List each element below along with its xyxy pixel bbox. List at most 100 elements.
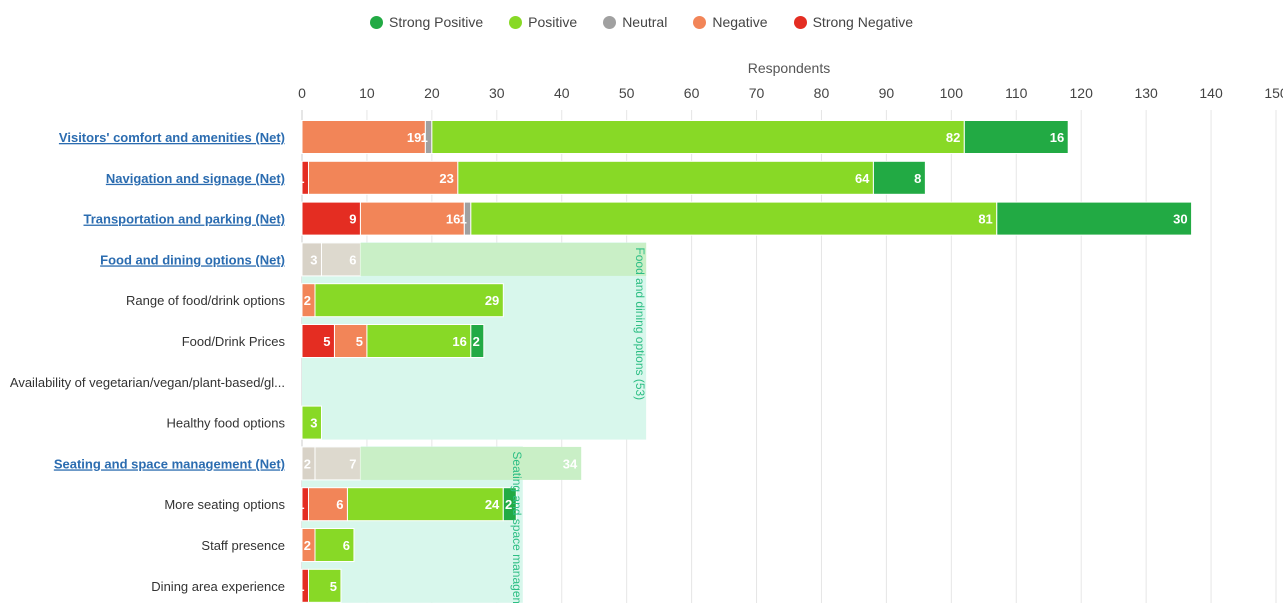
x-axis-title: Respondents [747, 60, 831, 76]
bar-segment-p [301, 405, 322, 440]
net-category-link[interactable]: Visitors' comfort and amenities (Net) [59, 130, 285, 145]
bar-value-label: 8 [914, 171, 921, 186]
bar-segment-remainder [360, 242, 647, 276]
bar-value-label: 1 [297, 497, 304, 512]
bar-value-label: 16 [446, 212, 460, 227]
bar-segment-p [457, 160, 874, 195]
bar-value-label: 2 [505, 497, 512, 512]
category-label: More seating options [164, 497, 285, 512]
bar-value-label: 16 [1050, 130, 1064, 145]
x-tick-label: 150 [1264, 85, 1283, 101]
bar-value-label: 5 [330, 579, 337, 594]
x-tick-label: 70 [749, 85, 765, 101]
bar-segment-p [314, 283, 504, 318]
x-tick-label: 120 [1070, 85, 1094, 101]
group-vertical-label: Food and dining options (53) [633, 247, 647, 400]
category-label: Availability of vegetarian/vegan/plant-b… [10, 375, 285, 390]
net-category-link[interactable]: Food and dining options (Net) [100, 252, 285, 267]
x-tick-label: 40 [554, 85, 570, 101]
x-tick-label: 140 [1199, 85, 1223, 101]
bar-value-label: 30 [1173, 212, 1187, 227]
x-tick-label: 50 [619, 85, 635, 101]
bar-segment-sp [996, 201, 1193, 236]
legend-item-n[interactable]: Neutral [603, 14, 667, 30]
x-tick-label: 30 [489, 85, 505, 101]
bar-value-label: 34 [563, 456, 578, 471]
category-label: Dining area experience [151, 579, 285, 594]
bar-value-label: 2 [473, 334, 480, 349]
bar-value-label: 3 [310, 252, 317, 267]
bar-value-label: 24 [485, 497, 500, 512]
bar-value-label: 6 [336, 497, 343, 512]
bar-segment-n [320, 242, 361, 277]
legend-item-sp[interactable]: Strong Positive [369, 14, 484, 30]
bar-segment-p [307, 568, 342, 603]
bar-segment-sp [470, 324, 485, 358]
bar-segment-sp [963, 120, 1069, 154]
bar-segment-sp [502, 487, 517, 522]
bar-value-label: 1 [460, 212, 467, 227]
net-category-link[interactable]: Seating and space management (Net) [54, 456, 285, 471]
x-tick-label: 80 [814, 85, 830, 101]
category-label: Food/Drink Prices [182, 334, 286, 349]
bar-segment-sp [872, 160, 926, 195]
bar-value-label: 3 [310, 416, 317, 431]
x-tick-label: 60 [684, 85, 700, 101]
bar-segment-p [366, 324, 472, 358]
bar-segment-ng [301, 120, 426, 154]
category-label: Staff presence [201, 538, 285, 553]
legend-dot-icon [793, 15, 807, 29]
group-vertical-label: Seating and space management ( [510, 451, 524, 603]
legend-label: Negative [712, 14, 768, 30]
bar-value-label: 1 [297, 171, 304, 186]
chart-legend: Strong Positive Positive Neutral Negative St… [0, 14, 1283, 30]
x-tick-label: 100 [940, 85, 964, 101]
bar-segment-ng [307, 160, 459, 195]
bar-segment-remainder [360, 446, 582, 480]
bar-value-label: 6 [349, 252, 356, 267]
legend-dot-icon [693, 15, 707, 29]
bar-segment-p [346, 487, 504, 522]
bar-value-label: 5 [356, 334, 363, 349]
x-tick-label: 90 [879, 85, 895, 101]
bar-value-label: 29 [485, 293, 499, 308]
legend-dot-icon [603, 15, 617, 29]
bar-value-label: 6 [343, 538, 350, 553]
x-tick-label: 0 [298, 85, 306, 101]
legend-label: Positive [528, 14, 578, 30]
bar-segment-p [314, 528, 355, 562]
bar-segment-p [470, 201, 998, 236]
x-tick-label: 110 [1005, 85, 1028, 101]
bar-value-label: 1 [297, 579, 304, 594]
legend-dot-icon [369, 15, 383, 29]
bar-value-label: 2 [304, 456, 311, 471]
bar-value-label: 16 [452, 334, 466, 349]
legend-label: Strong Positive [388, 14, 484, 30]
x-tick-label: 130 [1134, 85, 1158, 101]
bar-value-label: 9 [349, 212, 356, 227]
bar-segment-ng [359, 201, 465, 236]
bar-value-label: 2 [304, 538, 311, 553]
legend-label: Neutral [622, 14, 668, 30]
bar-value-label: 2 [304, 293, 311, 308]
bar-segment-p [431, 120, 965, 154]
legend-item-p[interactable]: Positive [509, 14, 577, 30]
bar-segment-sn [301, 324, 335, 358]
bar-value-label: 81 [978, 212, 992, 227]
legend-item-ng[interactable]: Negative [693, 14, 768, 30]
bar-value-label: 64 [855, 171, 870, 186]
x-tick-label: 10 [359, 85, 375, 101]
category-label: Healthy food options [166, 416, 285, 431]
legend-item-sn[interactable]: Strong Negative [793, 14, 913, 30]
x-tick-label: 20 [424, 85, 440, 101]
bar-value-label: 5 [323, 334, 330, 349]
legend-dot-icon [509, 15, 523, 29]
bar-value-label: 82 [946, 130, 960, 145]
legend-label: Strong Negative [812, 14, 913, 30]
net-category-link[interactable]: Transportation and parking (Net) [83, 212, 285, 227]
bar-value-label: 7 [349, 456, 356, 471]
net-category-link[interactable]: Navigation and signage (Net) [106, 171, 285, 186]
bar-value-label: 23 [439, 171, 453, 186]
category-label: Range of food/drink options [126, 293, 285, 308]
bar-segment-ng [333, 324, 368, 358]
